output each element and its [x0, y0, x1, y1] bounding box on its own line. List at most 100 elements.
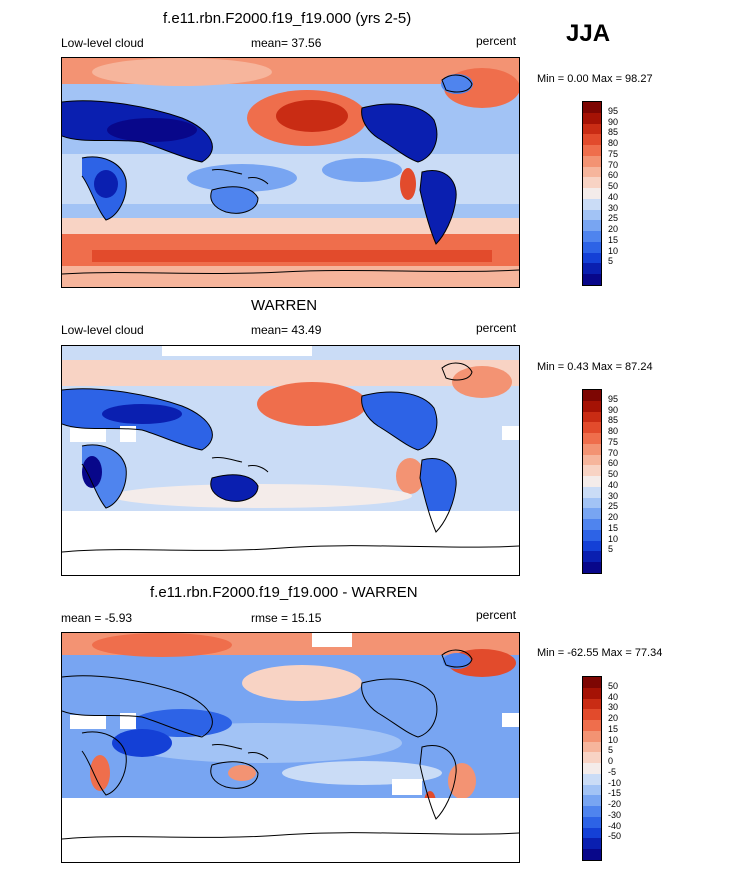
panel-2-north-atlantic [452, 366, 512, 398]
panel-3-colorbar-tick: -5 [608, 766, 617, 777]
panel-1-asia-interior [107, 118, 197, 142]
panel-1-australia [210, 186, 258, 214]
panel-3-missing-sahara-2 [120, 713, 136, 729]
panel-3-colorbar-tick: -15 [608, 788, 622, 799]
panel-3-coast-eurasia [62, 675, 213, 738]
panel-2-colorbar-swatch [583, 390, 601, 402]
panel-2-colorbar-swatch [583, 508, 601, 520]
panel-1-arctic-east [92, 58, 272, 86]
panel-1-antarctic [62, 266, 519, 287]
panel-1-colorbar-swatch [583, 102, 601, 114]
panel-1-coast-south-america [419, 170, 457, 245]
panel-2-colorbar-swatch [583, 486, 601, 499]
panel-2-colorbar-swatch [583, 422, 601, 434]
panel-2-colorbar-tick: 70 [608, 447, 619, 458]
panel-2-mean-label: mean= 43.49 [251, 323, 322, 337]
panel-2-minmax: Min = 0.43 Max = 87.24 [537, 361, 653, 373]
panel-3-colorbar-tick: 40 [608, 691, 619, 702]
panel-3-colorbar-swatch [583, 784, 601, 796]
panel-1-colorbar-swatch [583, 198, 601, 211]
panel-1-variable-label: Low-level cloud [61, 36, 144, 50]
panel-3-colorbar-swatch [583, 838, 601, 850]
panel-1-colorbar-tick: 70 [608, 159, 619, 170]
panel-3-colorbar-tick: 0 [608, 756, 614, 767]
panel-2-colorbar-tick: 85 [608, 415, 619, 426]
panel-3-colorbar-swatch [583, 698, 601, 710]
panel-3-missing-atlantic [502, 713, 519, 727]
panel-1-colorbar-swatch [583, 220, 601, 232]
panel-2-colorbar-swatch [583, 443, 601, 456]
panel-1-mean-label: mean= 37.56 [251, 36, 322, 50]
panel-1-colorbar-swatch [583, 112, 601, 124]
panel-3-colorbar-swatch [583, 806, 601, 818]
panel-1-coast-antarctica [62, 269, 519, 275]
panel-1-colorbar-tick: 5 [608, 256, 614, 267]
panel-1-colorbar-swatch [583, 123, 601, 135]
panel-3-colorbar-tick: -40 [608, 820, 622, 831]
panel-2-variable-label: Low-level cloud [61, 323, 144, 337]
panel-2-colorbar-tick: 60 [608, 458, 619, 469]
panel-3-tropics-blue [132, 709, 232, 737]
panel-3-south-africa-red [90, 755, 110, 791]
panel-3-colorbar-swatch [583, 827, 601, 839]
panel-3-colorbar-swatch [583, 763, 601, 775]
panel-3-colorbar-tick: 50 [608, 680, 619, 691]
panel-3-colorbar-tick: -10 [608, 777, 622, 788]
panel-1-colorbar-swatch [583, 263, 601, 275]
panel-1-southern-ocean-core [92, 250, 492, 262]
panel-2-colorbar-tick: 90 [608, 404, 619, 415]
panel-2-colorbar-tick: 80 [608, 426, 619, 437]
panel-3-indian-ocean [112, 729, 172, 757]
panel-2-map [61, 345, 520, 576]
panel-1-colorbar-swatch [583, 145, 601, 157]
panel-2-missing-sahara-1 [70, 428, 106, 442]
panel-1-south-america [420, 170, 457, 244]
panel-3-units-label: percent [476, 608, 517, 622]
panel-2-south-africa [82, 456, 102, 488]
panel-3-colorbar-swatch [583, 720, 601, 732]
panel-3-colorbar-tick: -50 [608, 831, 622, 842]
panel-2-south-band [112, 484, 412, 508]
panel-1-colorbar-swatch [583, 177, 601, 189]
panel-2-coast-africa [81, 444, 127, 509]
panel-1-colorbar-tick: 20 [608, 224, 619, 235]
panel-2-colorbar-swatch [583, 433, 601, 445]
panel-3-colorbar-swatch [583, 687, 601, 699]
panel-1-coast-indonesia [211, 169, 269, 185]
panel-3-colorbar-tick: -20 [608, 799, 622, 810]
panel-1-southern-ocean-light [62, 218, 519, 236]
panel-3-mean-label: mean = -5.93 [61, 611, 133, 625]
panel-3-coast-greenland [441, 649, 473, 668]
panel-3-missing-pacific [392, 779, 422, 795]
panel-3-colorbar-tick: 20 [608, 713, 619, 724]
panel-3-colorbar-swatch [583, 773, 601, 786]
panel-3-missing-sahara-1 [70, 715, 106, 729]
panel-2-north-america [361, 392, 437, 450]
panel-1-colorbar-swatch [583, 252, 601, 264]
panel-1-north-pacific-core [276, 100, 348, 132]
panel-1-colorbar-swatch [583, 166, 601, 178]
panel-1-colorbar [582, 101, 602, 286]
panel-1-colorbar-swatch [583, 188, 601, 200]
panel-3-map [61, 632, 520, 863]
panel-2-arctic-band [62, 360, 519, 386]
panel-3-minmax: Min = -62.55 Max = 77.34 [537, 647, 663, 659]
panel-1-greenland [441, 74, 473, 94]
panel-1-colorbar-swatch [583, 231, 601, 243]
panel-2-colorbar-swatch [583, 411, 601, 423]
panel-2-coast-north-america [361, 391, 438, 451]
panel-2-missing-atlantic [502, 426, 519, 440]
panel-2-colorbar-tick: 75 [608, 436, 619, 447]
panel-3-colorbar-swatch [583, 795, 601, 807]
panel-1-colorbar-tick: 75 [608, 148, 619, 159]
panel-2-colorbar-swatch [583, 562, 601, 574]
panel-2-title: WARREN [251, 297, 318, 314]
panel-2-colorbar-swatch [583, 476, 601, 488]
panel-1-coast-north-america [361, 103, 438, 163]
panel-3-coast-south-america [419, 745, 457, 820]
panel-3-colorbar-tick: 10 [608, 734, 619, 745]
panel-2-coast-greenland [441, 362, 473, 381]
panel-1-coast-eurasia [62, 100, 213, 163]
panel-2-australia [210, 474, 258, 502]
panel-3-coast-africa [81, 731, 127, 796]
